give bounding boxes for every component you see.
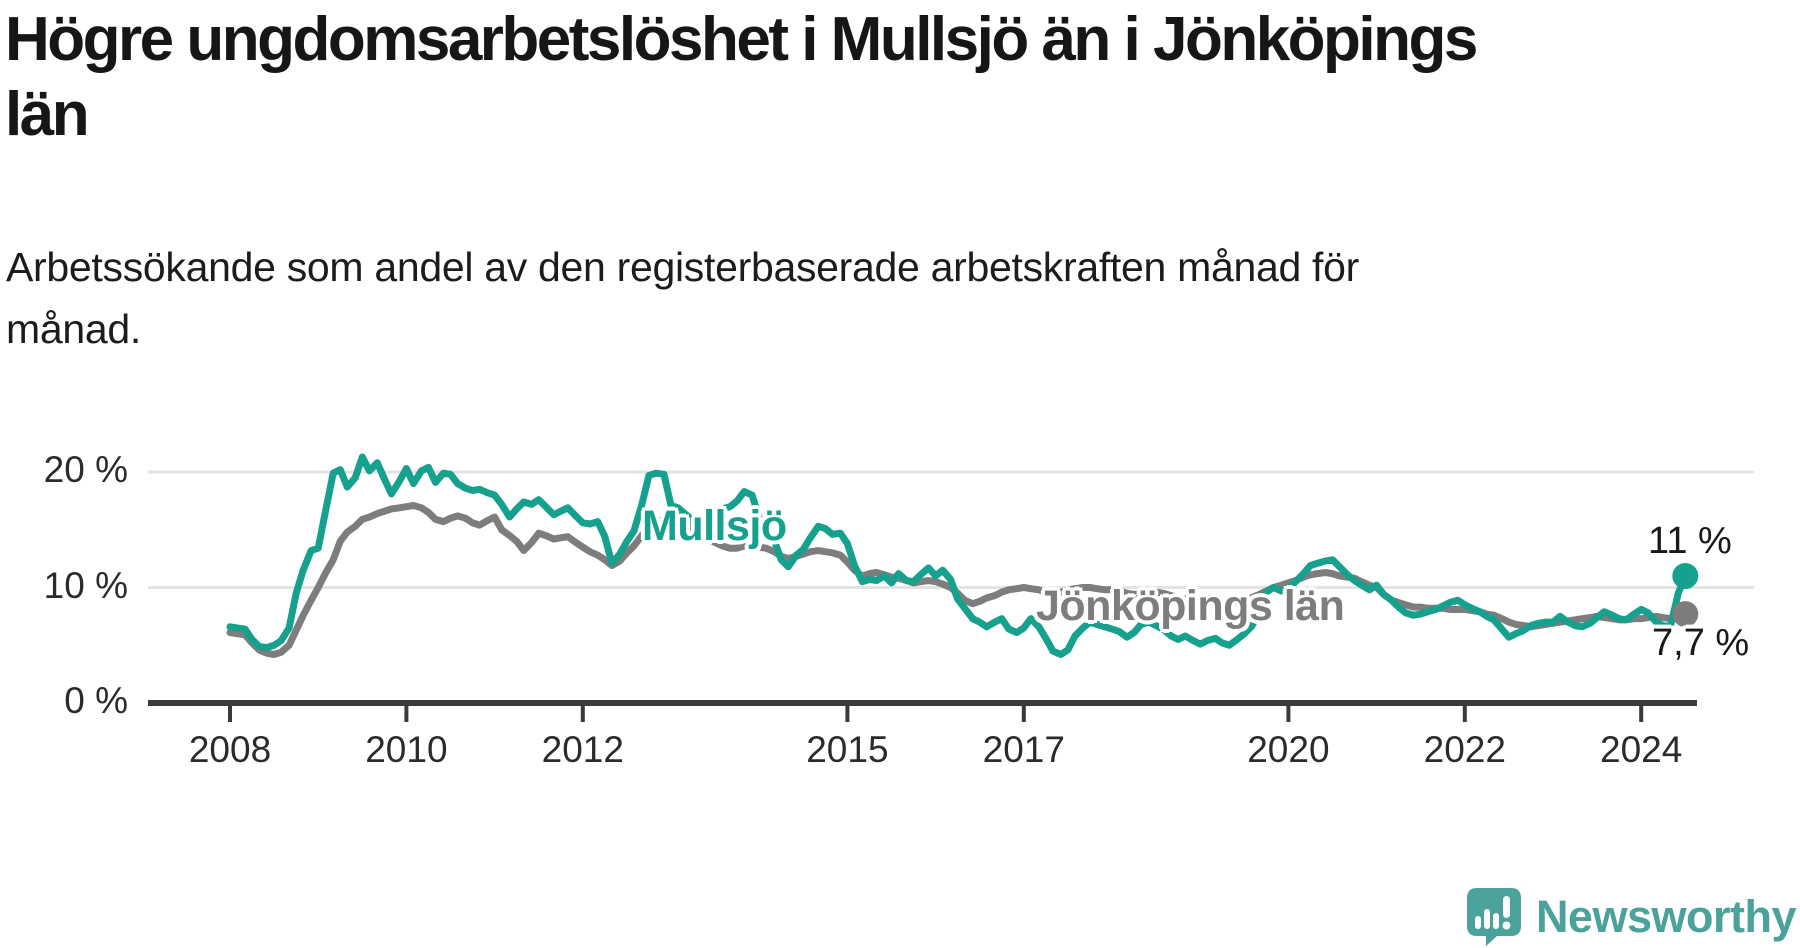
- x-tick-label: 2017: [982, 729, 1065, 770]
- end-dots: [1672, 562, 1699, 628]
- exclamation-bar-icon: [1502, 896, 1510, 918]
- x-tick-label: 2015: [806, 729, 889, 770]
- y-tick-label: 20 %: [43, 449, 128, 490]
- line-mullsjo: [226, 453, 1689, 658]
- x-tick-label: 2010: [365, 729, 448, 770]
- newsworthy-logo-icon: [1466, 888, 1521, 946]
- x-tick-label: 2024: [1600, 729, 1683, 770]
- end-value-label-mullsjo: 11 %: [1648, 520, 1732, 562]
- y-tick-label: 0 %: [64, 680, 128, 721]
- x-tick-label: 2020: [1247, 729, 1330, 770]
- bar-icon-3: [1492, 913, 1499, 929]
- x-tick-label: 2012: [541, 729, 624, 770]
- end-dot-mullsjo: [1672, 562, 1699, 589]
- series-label-mullsjo: Mullsjö: [642, 502, 787, 550]
- end-value-label-jonkopings-lan: 7,7 %: [1652, 622, 1750, 664]
- page-subtitle: Arbetssökande som andel av den registerb…: [6, 244, 1360, 353]
- newsworthy-logo-text: Newsworthy: [1535, 891, 1797, 942]
- y-tick-label: 10 %: [43, 564, 128, 606]
- bar-icon-1: [1474, 916, 1481, 929]
- data-lines: [226, 453, 1689, 658]
- bar-icon-2: [1483, 909, 1490, 929]
- exclamation-dot-icon: [1502, 921, 1511, 930]
- x-axis: [148, 700, 1697, 722]
- page-title: Högre ungdomsarbetslöshet i Mullsjö än i…: [5, 5, 1478, 150]
- newsworthy-logo: Newsworthy: [1466, 888, 1797, 946]
- end-dot-jonkopings-lan: [1672, 601, 1699, 628]
- series-label-jonkopings-lan: Jönköpings län: [1036, 582, 1345, 630]
- x-tick-label: 2008: [188, 729, 272, 770]
- line-jonkopings-lan: [226, 501, 1689, 658]
- x-tick-label: 2022: [1423, 729, 1506, 770]
